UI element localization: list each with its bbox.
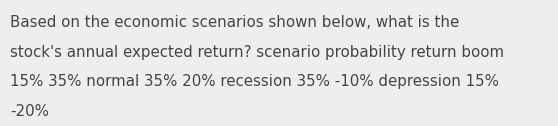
Text: Based on the economic scenarios shown below, what is the: Based on the economic scenarios shown be… <box>10 15 459 30</box>
Text: stock's annual expected return? scenario probability return boom: stock's annual expected return? scenario… <box>10 45 504 60</box>
Text: -20%: -20% <box>10 104 49 119</box>
Text: 15% 35% normal 35% 20% recession 35% -10% depression 15%: 15% 35% normal 35% 20% recession 35% -10… <box>10 74 499 89</box>
